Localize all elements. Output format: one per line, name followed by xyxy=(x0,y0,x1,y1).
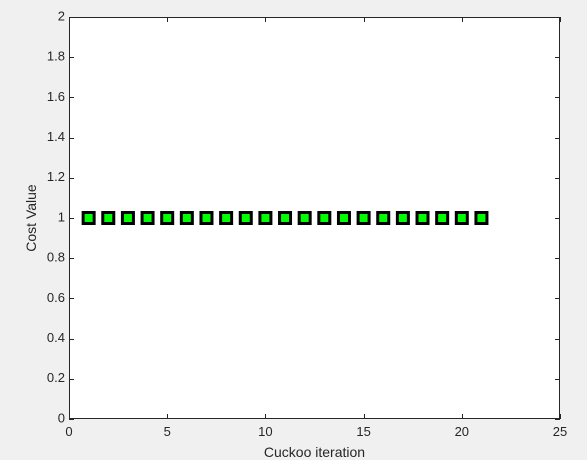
data-point xyxy=(219,211,234,225)
y-tick-label: 1.4 xyxy=(47,129,65,144)
x-tick-label: 10 xyxy=(258,424,272,439)
data-point xyxy=(395,211,410,225)
y-tick-label: 2 xyxy=(58,8,65,23)
data-point xyxy=(179,211,194,225)
data-point xyxy=(101,211,116,225)
data-point xyxy=(376,211,391,225)
y-tick-label: 0 xyxy=(58,410,65,425)
y-tick-label: 0.2 xyxy=(47,370,65,385)
y-axis-label: Cost Value xyxy=(23,184,39,252)
y-tick-label: 0.6 xyxy=(47,290,65,305)
data-point xyxy=(238,211,253,225)
x-tick-label: 20 xyxy=(455,424,469,439)
axes-frame xyxy=(69,17,560,419)
x-tick-label: 0 xyxy=(65,424,72,439)
x-axis-label: Cuckoo iteration xyxy=(264,444,365,460)
y-tick-label: 1.2 xyxy=(47,169,65,184)
data-points xyxy=(81,211,489,225)
y-tick-label: 0.4 xyxy=(47,330,65,345)
y-tick-label: 1.6 xyxy=(47,89,65,104)
data-point xyxy=(317,211,332,225)
data-point xyxy=(454,211,469,225)
data-point xyxy=(415,211,430,225)
y-tick-label: 1.8 xyxy=(47,49,65,64)
data-point xyxy=(356,211,371,225)
data-point xyxy=(435,211,450,225)
data-point xyxy=(297,211,312,225)
x-tick-label: 15 xyxy=(356,424,370,439)
data-point xyxy=(278,211,293,225)
data-point xyxy=(258,211,273,225)
data-point xyxy=(474,211,489,225)
data-point xyxy=(81,211,96,225)
data-point xyxy=(140,211,155,225)
y-tick-label: 0.8 xyxy=(47,250,65,265)
data-point xyxy=(336,211,351,225)
x-tick-label: 25 xyxy=(553,424,567,439)
data-point xyxy=(120,211,135,225)
y-tick-label: 1 xyxy=(58,209,65,224)
data-point xyxy=(199,211,214,225)
data-point xyxy=(160,211,175,225)
x-tick-label: 5 xyxy=(164,424,171,439)
tick-labels: 0 5 10 15 20 25 0 0.2 0.4 0.6 0.8 1 1.2 1.4 1.6 1.8 2 xyxy=(47,8,567,439)
